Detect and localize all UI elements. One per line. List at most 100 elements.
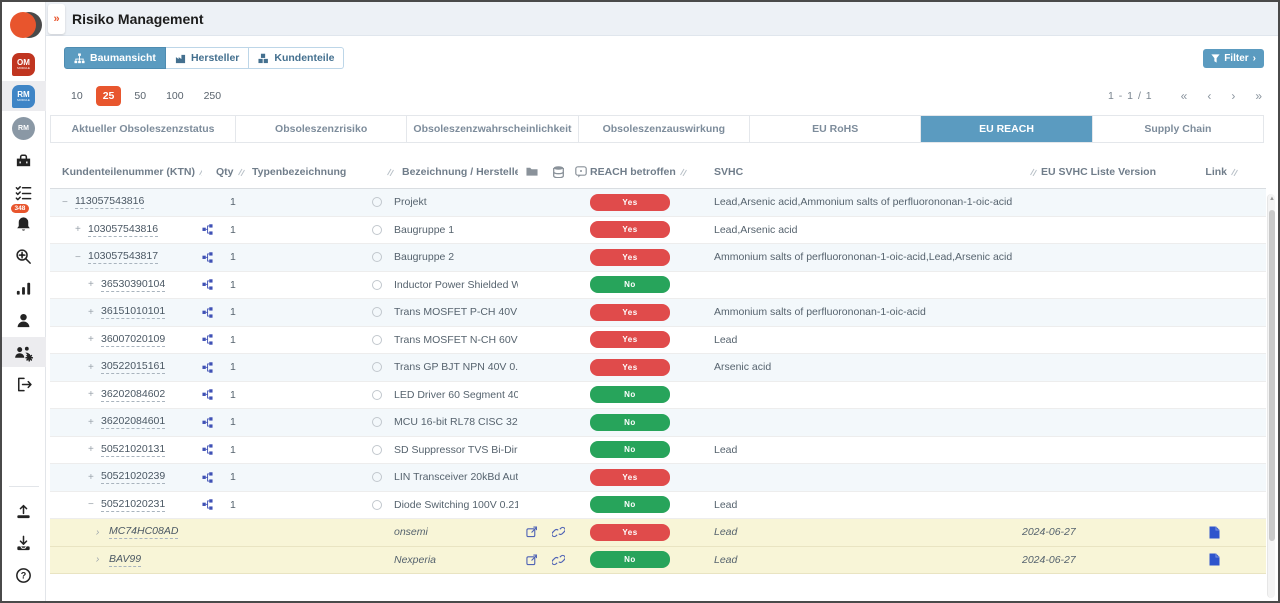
table-row[interactable]: + 36530390104 1 Inductor Power Shielded … <box>50 272 1266 300</box>
reach-status-badge[interactable]: Yes <box>590 304 670 321</box>
page-size-10[interactable]: 10 <box>64 86 90 106</box>
sidebar-item-toolbox[interactable] <box>2 145 46 175</box>
link-chain-icon[interactable] <box>552 554 565 566</box>
sidebar-item-help[interactable]: ? <box>2 560 46 590</box>
ktn-link[interactable]: 113057543816 <box>75 195 144 209</box>
status-circle-icon[interactable] <box>372 335 382 345</box>
table-row[interactable]: + 36007020109 1 Trans MOSFET N-CH 60V 10… <box>50 327 1266 355</box>
reach-status-badge[interactable]: No <box>590 441 670 458</box>
tree-toggle[interactable]: + <box>88 444 101 455</box>
table-row[interactable]: + 50521020239 1 LIN Transceiver 20kBd Au… <box>50 464 1266 492</box>
tab-obsoleszenzwahrscheinlichkeit[interactable]: Obsoleszenzwahrscheinlichkeit <box>407 116 578 142</box>
manufacturer-view-button[interactable]: Hersteller <box>166 47 249 69</box>
tree-view-button[interactable]: Baumansicht <box>64 47 166 69</box>
reach-status-badge[interactable]: Yes <box>590 249 670 266</box>
status-circle-icon[interactable] <box>372 307 382 317</box>
status-circle-icon[interactable] <box>372 500 382 510</box>
tree-toggle[interactable]: + <box>88 417 101 428</box>
where-used-icon[interactable] <box>202 252 213 263</box>
scroll-up-icon[interactable]: ▲ <box>1268 196 1276 202</box>
header-qty[interactable]: Qty <box>216 166 245 178</box>
status-circle-icon[interactable] <box>372 362 382 372</box>
tree-toggle[interactable]: − <box>75 252 88 263</box>
tab-eu-reach[interactable]: EU REACH <box>921 116 1092 142</box>
filter-button[interactable]: Filter › <box>1203 49 1264 68</box>
page-size-25[interactable]: 25 <box>96 86 122 106</box>
reach-status-badge[interactable]: Yes <box>590 331 670 348</box>
sidebar-item-advanced-search[interactable] <box>2 241 46 271</box>
ktn-link[interactable]: 36202084601 <box>101 415 165 429</box>
tab-obsoleszenzstatus[interactable]: Aktueller Obsoleszenzstatus <box>50 116 236 142</box>
header-typenbezeichnung[interactable]: Typenbezeichnung <box>252 166 346 178</box>
tree-toggle[interactable]: + <box>88 307 101 318</box>
status-circle-icon[interactable] <box>372 252 382 262</box>
open-datasheet-icon[interactable] <box>526 526 538 538</box>
table-row[interactable]: + 50521020131 1 SD Suppressor TVS Bi-Dir… <box>50 437 1266 465</box>
where-used-icon[interactable] <box>202 444 213 455</box>
scrollbar-thumb[interactable] <box>1269 210 1275 541</box>
status-circle-icon[interactable] <box>372 445 382 455</box>
sidebar-item-tasklist[interactable] <box>2 177 46 207</box>
sidebar-item-rm-module[interactable]: RMMODULE <box>2 81 46 111</box>
header-reach-betroffen[interactable]: REACH betroffen <box>590 166 687 178</box>
first-page-icon[interactable]: « <box>1181 90 1188 102</box>
header-eu-svhc-liste-version[interactable]: EU SVHC Liste Version <box>1030 166 1156 178</box>
header-bezeichnung-hersteller[interactable]: Bezeichnung / Hersteller <box>402 166 518 178</box>
ktn-link[interactable]: 36530390104 <box>101 278 165 292</box>
status-circle-icon[interactable] <box>372 390 382 400</box>
where-used-icon[interactable] <box>202 307 213 318</box>
tab-obsoleszenzrisiko[interactable]: Obsoleszenzrisiko <box>236 116 407 142</box>
sidebar-item-logout[interactable] <box>2 369 46 399</box>
status-circle-icon[interactable] <box>372 225 382 235</box>
header-svhc[interactable]: SVHC <box>714 166 743 178</box>
ktn-link[interactable]: 50521020239 <box>101 470 165 484</box>
ktn-link[interactable]: 36007020109 <box>101 333 165 347</box>
where-used-icon[interactable] <box>202 279 213 290</box>
page-size-250[interactable]: 250 <box>197 86 229 106</box>
table-row[interactable]: − 50521020231 1 Diode Switching 100V 0.2… <box>50 492 1266 520</box>
tree-toggle[interactable]: + <box>88 472 101 483</box>
reach-status-badge[interactable]: Yes <box>590 221 670 238</box>
where-used-icon[interactable] <box>202 417 213 428</box>
tree-toggle[interactable]: − <box>88 499 101 510</box>
manufacturer-part-number-link[interactable]: BAV99 <box>109 553 141 567</box>
app-logo[interactable] <box>2 4 46 48</box>
tab-supply-chain[interactable]: Supply Chain <box>1093 116 1264 142</box>
sidebar-item-upload[interactable] <box>2 496 46 526</box>
vertical-scrollbar[interactable]: ▲ <box>1267 194 1275 598</box>
tree-toggle[interactable]: › <box>96 554 109 565</box>
ktn-link[interactable]: 50521020131 <box>101 443 165 457</box>
table-row[interactable]: + 36151010101 1 Trans MOSFET P-CH 40V 55… <box>50 299 1266 327</box>
where-used-icon[interactable] <box>202 224 213 235</box>
sidebar-collapse-tab[interactable]: » <box>48 4 65 34</box>
status-circle-icon[interactable] <box>372 417 382 427</box>
manufacturer-part-number-link[interactable]: MC74HC08AD <box>109 525 178 539</box>
status-circle-icon[interactable] <box>372 197 382 207</box>
page-size-100[interactable]: 100 <box>159 86 191 106</box>
ktn-link[interactable]: 103057543817 <box>88 250 158 264</box>
link-chain-icon[interactable] <box>552 526 565 538</box>
ktn-link[interactable]: 103057543816 <box>88 223 158 237</box>
ktn-link[interactable]: 30522015161 <box>101 360 165 374</box>
tree-toggle[interactable]: + <box>88 389 101 400</box>
reach-status-badge[interactable]: No <box>590 414 670 431</box>
sidebar-item-rm-search[interactable]: RM <box>2 113 46 143</box>
where-used-icon[interactable] <box>202 472 213 483</box>
sidebar-item-profile[interactable] <box>2 305 46 335</box>
sidebar-item-download[interactable] <box>2 528 46 558</box>
ktn-link[interactable]: 36151010101 <box>101 305 165 319</box>
open-datasheet-icon[interactable] <box>526 554 538 566</box>
tree-toggle[interactable]: − <box>62 197 75 208</box>
tree-toggle[interactable]: + <box>88 334 101 345</box>
sidebar-item-notifications[interactable]: 348 <box>2 209 46 239</box>
status-circle-icon[interactable] <box>372 472 382 482</box>
table-row[interactable]: + 36202084601 1 MCU 16-bit RL78 CISC 32K… <box>50 409 1266 437</box>
ktn-link[interactable]: 50521020231 <box>101 498 165 512</box>
sidebar-item-statistics[interactable] <box>2 273 46 303</box>
ktn-link[interactable]: 36202084602 <box>101 388 165 402</box>
last-page-icon[interactable]: » <box>1255 90 1262 102</box>
sidebar-item-om-module[interactable]: OMMODULE <box>2 49 46 79</box>
reach-status-badge[interactable]: Yes <box>590 469 670 486</box>
next-page-icon[interactable]: › <box>1231 90 1235 102</box>
where-used-icon[interactable] <box>202 362 213 373</box>
